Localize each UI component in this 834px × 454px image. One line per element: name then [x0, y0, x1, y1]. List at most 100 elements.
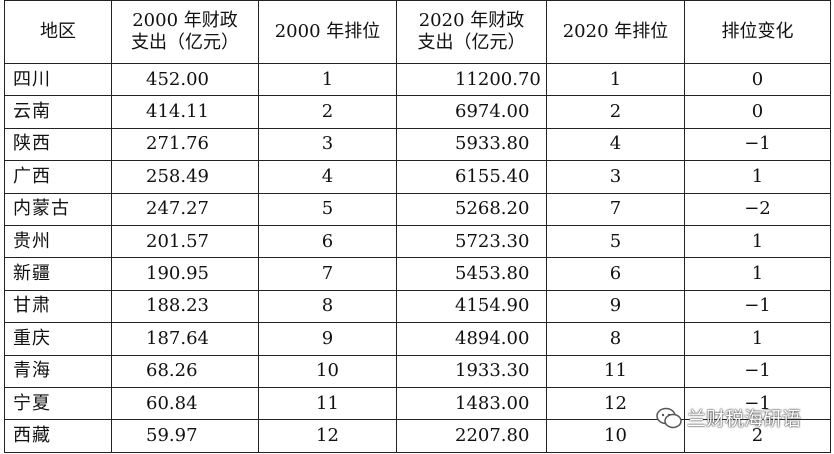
cell-2020-expenditure: 5723.30 [396, 224, 547, 259]
cell-rank-change: −2 [684, 192, 831, 226]
cell-rank-change: −1 [684, 354, 831, 388]
cell-2020-rank: 8 [546, 322, 685, 356]
header-2020-expenditure-line1: 2020 年财政 [418, 10, 525, 31]
cell-2020-rank: 6 [546, 257, 685, 291]
cell-2020-expenditure: 6155.40 [396, 160, 547, 194]
cell-2020-rank: 11 [546, 354, 685, 388]
cell-rank-change: 1 [684, 224, 831, 259]
cell-2000-rank: 6 [258, 224, 397, 259]
cell-2020-expenditure: 2207.80 [396, 419, 547, 453]
cell-2000-rank: 1 [258, 62, 397, 97]
cell-2000-expenditure: 452.00 [111, 62, 259, 97]
table-row: 云南 414.11 2 6974.00 2 0 [4, 95, 831, 129]
table-row: 西藏 59.97 12 2207.80 10 2 [4, 419, 831, 453]
cell-2000-expenditure: 247.27 [111, 192, 259, 226]
header-2000-expenditure-line2: 支出（亿元） [131, 32, 239, 53]
header-rank-change-label: 排位变化 [721, 21, 794, 42]
cell-2000-expenditure: 68.26 [111, 354, 259, 388]
cell-region: 贵州 [4, 224, 112, 259]
cell-2000-expenditure: 188.23 [111, 289, 259, 324]
table-row: 重庆 187.64 9 4894.00 8 1 [4, 322, 831, 356]
table-row: 陕西 271.76 3 5933.80 4 −1 [4, 127, 831, 162]
cell-2020-expenditure: 1483.00 [396, 386, 547, 421]
cell-2000-rank: 8 [258, 289, 397, 324]
cell-rank-change: 0 [684, 62, 831, 97]
cell-2020-rank: 1 [546, 62, 685, 97]
watermark-text: 兰财税海研语 [687, 408, 802, 430]
header-2000-rank: 2000 年排位 [258, 0, 397, 64]
cell-rank-change: 1 [684, 322, 831, 356]
cell-2000-rank: 4 [258, 160, 397, 194]
table-row: 广西 258.49 4 6155.40 3 1 [4, 160, 831, 194]
header-rank-change: 排位变化 [684, 0, 831, 64]
cell-rank-change: 0 [684, 95, 831, 129]
table-row: 四川 452.00 1 11200.70 1 0 [4, 62, 831, 97]
cell-2000-rank: 3 [258, 127, 397, 162]
cell-2020-expenditure: 5268.20 [396, 192, 547, 226]
header-2000-expenditure-line1: 2000 年财政 [132, 10, 238, 31]
cell-rank-change: −1 [684, 289, 831, 324]
cell-2020-rank: 10 [546, 419, 685, 453]
cell-rank-change: −1 [684, 127, 831, 162]
cell-2000-rank: 7 [258, 257, 397, 291]
cell-2000-rank: 9 [258, 322, 397, 356]
cell-2000-expenditure: 414.11 [111, 95, 259, 129]
cell-2020-expenditure: 6974.00 [396, 95, 547, 129]
cell-2000-rank: 10 [258, 354, 397, 388]
cell-region: 重庆 [4, 322, 112, 356]
table-row: 新疆 190.95 7 5453.80 6 1 [4, 257, 831, 291]
cell-2000-expenditure: 60.84 [111, 386, 259, 421]
cell-2020-expenditure: 11200.70 [396, 62, 547, 97]
cell-region: 宁夏 [4, 386, 112, 421]
cell-region: 新疆 [4, 257, 112, 291]
cell-2000-expenditure: 258.49 [111, 160, 259, 194]
cell-2000-rank: 2 [258, 95, 397, 129]
cell-region: 甘肃 [4, 289, 112, 324]
table-header-row: 地区 2000 年财政 支出（亿元） 2000 年排位 2020 年财政 支出（亿元… [4, 0, 831, 64]
cell-2020-rank: 5 [546, 224, 685, 259]
cell-2020-expenditure: 4894.00 [396, 322, 547, 356]
header-region: 地区 [4, 0, 112, 64]
cell-2000-expenditure: 190.95 [111, 257, 259, 291]
cell-2020-rank: 7 [546, 192, 685, 226]
table-row: 青海 68.26 10 1933.30 11 −1 [4, 354, 831, 388]
header-region-label: 地区 [40, 21, 76, 42]
cell-2020-rank: 9 [546, 289, 685, 324]
cell-2020-expenditure: 5933.80 [396, 127, 547, 162]
cell-2000-expenditure: 187.64 [111, 322, 259, 356]
watermark: 兰财税海研语 [655, 404, 801, 431]
header-2020-expenditure-line2: 支出（亿元） [417, 32, 526, 53]
table-container: 地区 2000 年财政 支出（亿元） 2000 年排位 2020 年财政 支出（亿元… [4, 0, 831, 453]
cell-2020-expenditure: 5453.80 [396, 257, 547, 291]
cell-2000-rank: 5 [258, 192, 397, 226]
cell-region: 内蒙古 [4, 192, 112, 226]
table-row: 甘肃 188.23 8 4154.90 9 −1 [4, 289, 831, 324]
header-2020-rank-label: 2020 年排位 [562, 21, 669, 42]
header-2020-expenditure: 2020 年财政 支出（亿元） [396, 0, 547, 64]
cell-region: 云南 [4, 95, 112, 129]
table-row: 宁夏 60.84 11 1483.00 12 −1 [4, 386, 831, 421]
cell-rank-change: 2 [684, 419, 831, 453]
cell-2020-rank: 3 [546, 160, 685, 194]
cell-2020-rank: 2 [546, 95, 685, 129]
cell-2000-rank: 12 [258, 419, 397, 453]
cell-2020-expenditure: 1933.30 [396, 354, 547, 388]
header-2000-expenditure: 2000 年财政 支出（亿元） [111, 0, 259, 64]
header-2000-rank-label: 2000 年排位 [274, 21, 381, 42]
cell-2020-rank: 4 [546, 127, 685, 162]
table-row: 贵州 201.57 6 5723.30 5 1 [4, 224, 831, 259]
cell-2000-expenditure: 201.57 [111, 224, 259, 259]
wechat-bubble-icon [656, 407, 682, 428]
cell-2000-expenditure: 59.97 [111, 419, 259, 453]
cell-region: 陕西 [4, 127, 112, 162]
cell-region: 青海 [4, 354, 112, 388]
cell-rank-change: −1 [684, 386, 831, 421]
cell-2000-rank: 11 [258, 386, 397, 421]
cell-rank-change: 1 [684, 257, 831, 291]
fiscal-expenditure-table: 地区 2000 年财政 支出（亿元） 2000 年排位 2020 年财政 支出（亿元… [4, 0, 831, 453]
cell-region: 广西 [4, 160, 112, 194]
table-row: 内蒙古 247.27 5 5268.20 7 −2 [4, 192, 831, 226]
cell-region: 西藏 [4, 419, 112, 453]
cell-2000-expenditure: 271.76 [111, 127, 259, 162]
cell-2020-expenditure: 4154.90 [396, 289, 547, 324]
